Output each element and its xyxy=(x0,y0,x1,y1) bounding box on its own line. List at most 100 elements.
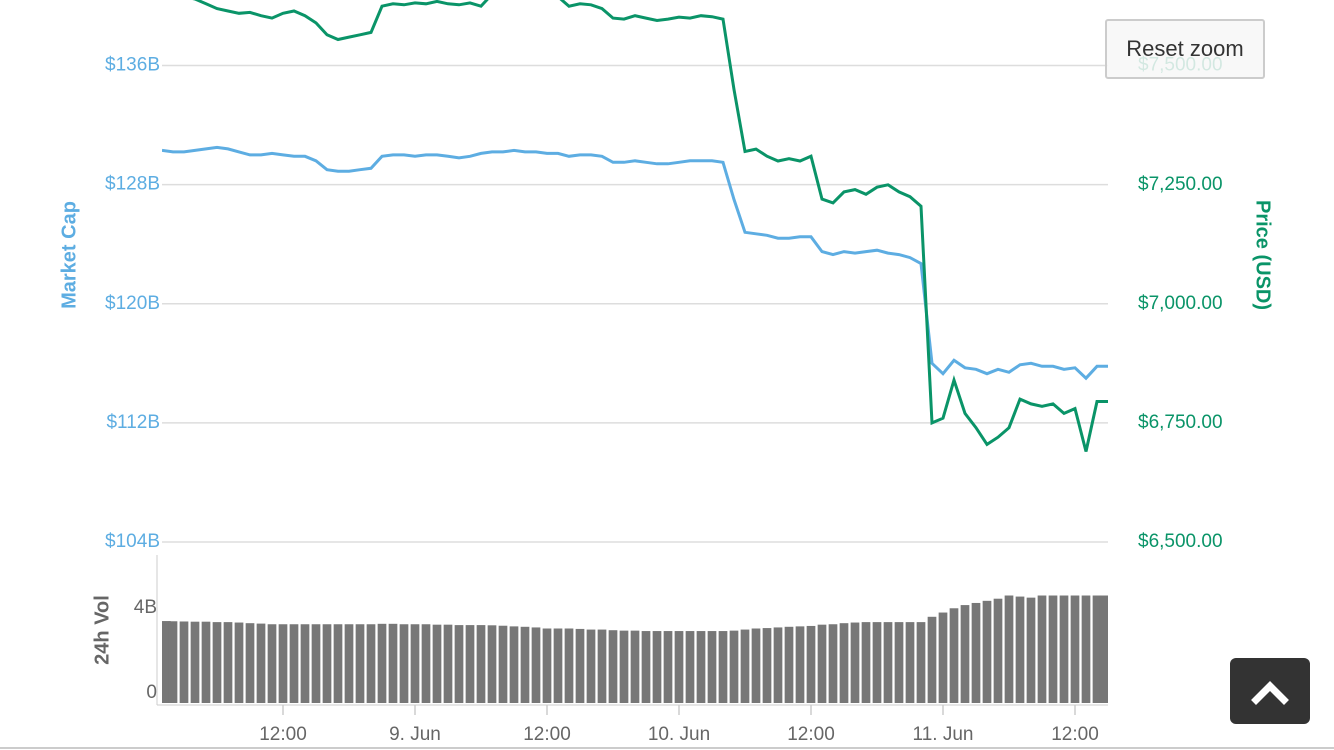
volume-bar xyxy=(718,631,728,703)
volume-bar xyxy=(641,631,651,703)
volume-bar xyxy=(168,621,178,703)
volume-bar xyxy=(520,626,530,703)
scroll-top-button[interactable] xyxy=(1230,658,1310,724)
volume-bar xyxy=(410,624,420,703)
volume-bar xyxy=(498,625,508,703)
y-tick-label: $104B xyxy=(105,531,160,552)
volume-bar xyxy=(839,623,849,703)
volume-bar xyxy=(531,627,541,703)
volume-bar xyxy=(234,622,244,703)
volume-bar xyxy=(982,600,992,703)
volume-bar xyxy=(971,602,981,703)
y-tick-label: $136B xyxy=(105,55,160,76)
volume-bar xyxy=(267,624,277,703)
volume-bar xyxy=(619,630,629,703)
volume-bar xyxy=(179,621,189,703)
y2-tick-label: $6,750.00 xyxy=(1138,412,1223,433)
volume-bar xyxy=(751,628,761,703)
volume-bar xyxy=(201,621,211,703)
volume-tick-label: 4B xyxy=(134,597,157,618)
volume-bar xyxy=(938,612,948,703)
volume-bar xyxy=(487,625,497,703)
y-axis-title: Market Cap xyxy=(58,201,80,309)
volume-bar xyxy=(162,621,171,703)
volume-bar xyxy=(366,624,376,703)
volume-bar xyxy=(509,626,519,703)
volume-bar xyxy=(432,624,442,703)
volume-bar xyxy=(223,622,233,703)
volume-bar xyxy=(212,622,222,703)
volume-bar xyxy=(476,625,486,703)
y-tick-label: $112B xyxy=(106,412,160,433)
volume-bar xyxy=(795,626,805,703)
volume-bar xyxy=(729,630,739,703)
volume-bar xyxy=(575,628,585,703)
volume-bar xyxy=(652,631,662,703)
volume-bar xyxy=(960,605,970,703)
volume-bar xyxy=(1059,595,1069,703)
volume-bar xyxy=(564,628,574,703)
volume-bar xyxy=(740,629,750,703)
x-tick-label: 12:00 xyxy=(523,724,571,745)
volume-bar xyxy=(333,624,343,703)
volume-bar xyxy=(1099,595,1108,703)
volume-bar xyxy=(806,625,816,703)
x-tick-label: 10. Jun xyxy=(648,724,710,745)
scroll-top-icon xyxy=(1251,681,1289,705)
volume-bar xyxy=(685,631,695,703)
volume-bar xyxy=(1081,595,1091,703)
volume-bar xyxy=(608,630,618,703)
series-line xyxy=(192,0,1108,452)
volume-bar xyxy=(245,623,255,703)
volume-bar xyxy=(817,624,827,703)
volume-bar xyxy=(465,625,475,703)
volume-bar xyxy=(355,624,365,703)
volume-bar xyxy=(454,625,464,703)
y2-tick-label: $6,500.00 xyxy=(1138,531,1223,552)
y2-axis-title: Price (USD) xyxy=(1252,200,1274,310)
volume-bar xyxy=(388,623,398,703)
volume-bar xyxy=(927,616,937,703)
volume-bar xyxy=(883,622,893,703)
volume-bar xyxy=(597,629,607,703)
volume-bar xyxy=(762,628,772,703)
volume-bar xyxy=(289,624,299,703)
volume-bar xyxy=(322,624,332,703)
volume-bar xyxy=(894,622,904,703)
volume-bar xyxy=(674,631,684,703)
y-tick-label: $120B xyxy=(105,293,160,314)
volume-bar xyxy=(586,629,596,703)
volume-bar xyxy=(278,624,288,703)
volume-bar xyxy=(916,622,926,703)
volume-bar xyxy=(993,598,1003,703)
x-tick-label: 11. Jun xyxy=(913,724,974,745)
x-tick-label: 9. Jun xyxy=(389,724,441,745)
volume-bar xyxy=(850,622,860,703)
volume-bar xyxy=(707,631,717,703)
volume-bar xyxy=(344,624,354,703)
y2-tick-label: $7,000.00 xyxy=(1138,293,1223,314)
volume-bar xyxy=(663,631,673,703)
volume-bar xyxy=(773,627,783,703)
x-tick-label: 12:00 xyxy=(259,724,307,745)
volume-bar xyxy=(311,624,321,703)
volume-bar xyxy=(1048,595,1058,703)
volume-bar xyxy=(696,631,706,703)
volume-bar xyxy=(1070,595,1080,703)
reset-zoom-button[interactable]: Reset zoom xyxy=(1105,19,1265,79)
volume-bar xyxy=(905,622,915,703)
volume-bar xyxy=(300,624,310,703)
volume-bar xyxy=(399,624,409,703)
volume-bar xyxy=(828,624,838,703)
volume-bar xyxy=(1004,595,1014,703)
volume-axis-title: 24h Vol xyxy=(91,595,113,665)
volume-bar xyxy=(1092,595,1102,703)
volume-bar xyxy=(256,623,266,703)
volume-bar xyxy=(630,630,640,703)
volume-bar xyxy=(377,623,387,703)
volume-bar xyxy=(1037,595,1047,703)
x-tick-label: 12:00 xyxy=(1051,724,1099,745)
volume-bar xyxy=(861,622,871,703)
volume-bar xyxy=(1026,597,1036,703)
